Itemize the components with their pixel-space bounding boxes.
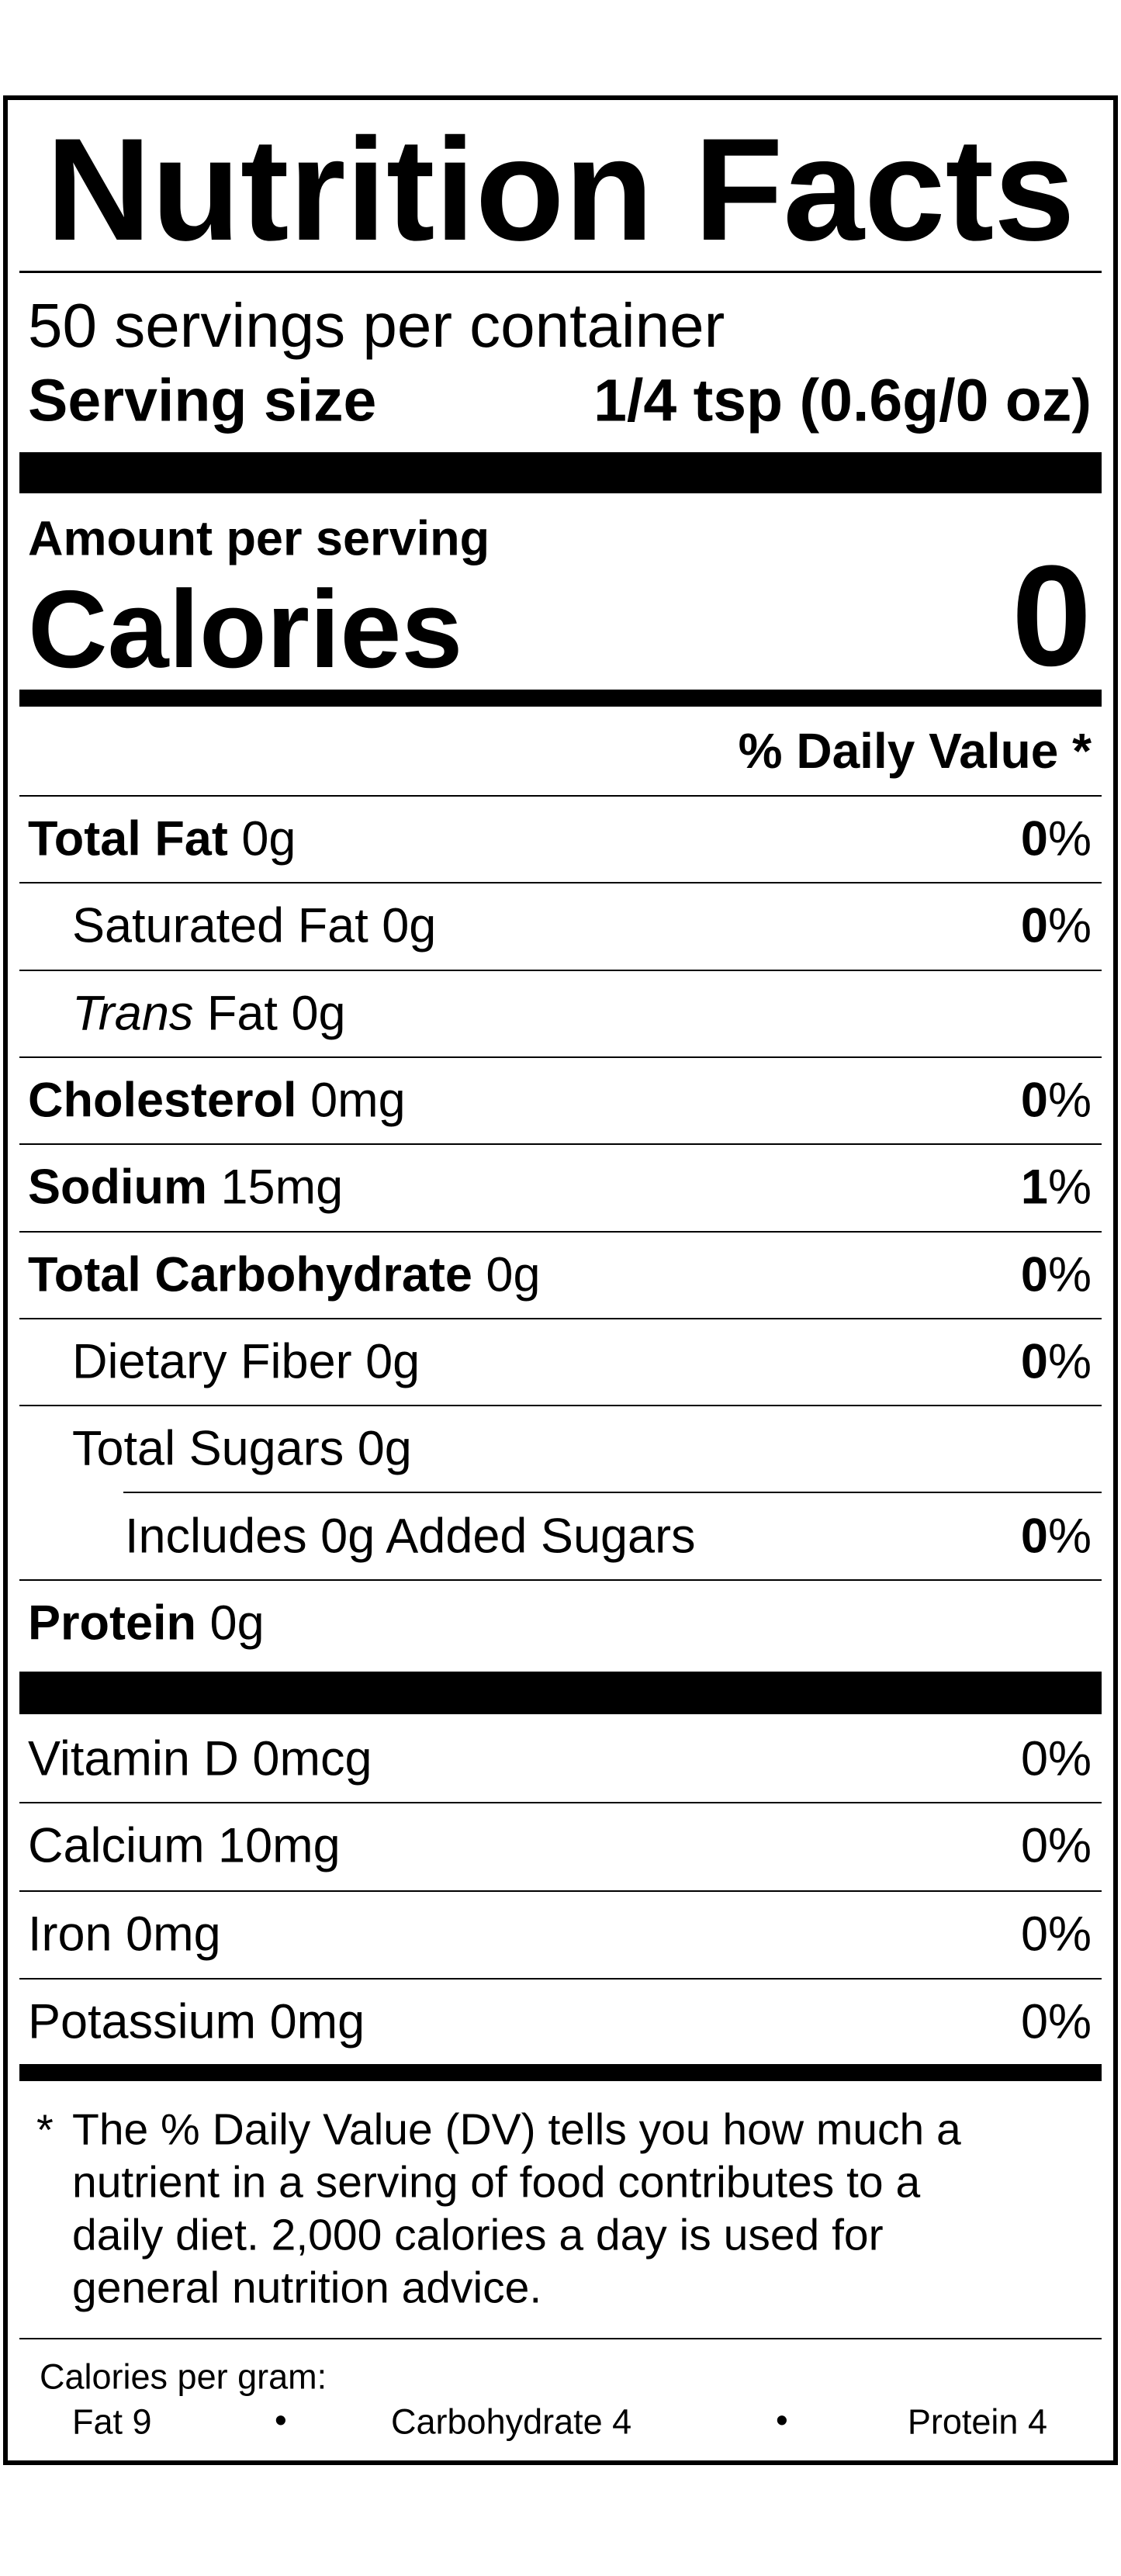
nutrient-row: Total Sugars 0g [72,1421,412,1476]
daily-value: 0% [1020,898,1092,953]
daily-value-number: 0 [1020,1334,1048,1389]
daily-value-number: 0 [1020,811,1048,866]
daily-value-unit: % [1047,1334,1092,1389]
daily-value: 0% [1020,811,1092,866]
medium-bar [19,690,1102,707]
nutrient-amount: 0g [486,1247,541,1302]
row-rule [19,1578,1102,1581]
calories-label: Calories [28,568,463,691]
nutrient-name: Total Carbohydrate [28,1247,472,1302]
vitamin-dv: 0% [1020,1907,1092,1962]
vitamin-name: Vitamin D 0mcg [28,1731,372,1786]
calories-per-gram-item: Fat 9 [72,2401,152,2442]
row-rule [123,1492,1102,1494]
nutrient-name-italic: Trans [72,986,194,1041]
separator: • [275,2400,287,2440]
vitamin-name: Potassium 0mg [28,1994,365,2049]
nutrient-amount: 0mg [310,1073,406,1128]
daily-value-unit: % [1047,1247,1092,1302]
daily-value-unit: % [1047,1160,1092,1215]
thin-rule [19,2338,1102,2339]
nutrient-name: Dietary Fiber [72,1334,352,1389]
thick-bar [19,1672,1102,1714]
nutrient-amount: 0g [357,1421,412,1476]
row-rule [19,1143,1102,1146]
nutrient-amount: 0g [209,1596,265,1651]
row-rule [19,1890,1102,1892]
footnote-line: general nutrition advice. [72,2263,542,2313]
footnote-line: nutrient in a serving of food contribute… [72,2157,921,2208]
nutrient-name: Total Sugars [72,1421,344,1476]
nutrition-label [3,95,1118,2465]
daily-value-unit: % [1047,811,1092,866]
nutrient-amount: 0g [365,1334,420,1389]
daily-value: 0% [1021,1337,1092,1386]
row-rule [19,1405,1102,1407]
calories-per-gram-label: Calories per gram: [40,2356,327,2397]
title: Nutrition Facts [46,108,1075,271]
nutrient-row: Total Fat 0g [28,811,296,866]
servings: 50 servings per container [28,291,725,360]
nutrient-amount: 0g [291,986,346,1041]
daily-value-unit: % [1047,898,1092,953]
thick-bar [19,452,1102,493]
nutrient-row: Includes 0g Added Sugars [125,1512,696,1561]
separator: • [776,2400,788,2440]
row-rule [19,1978,1102,1980]
daily-value: 0% [1021,1512,1092,1561]
amount-per-serving: Amount per serving [28,511,490,566]
nutrient-amount: 0g [382,898,437,953]
row-rule [19,1056,1102,1058]
footnote-line: The % Daily Value (DV) tells you how muc… [72,2104,961,2155]
nutrient-row: Trans Fat 0g [72,989,346,1038]
nutrient-name: Protein [28,1596,197,1651]
daily-value-header: % Daily Value * [738,723,1092,779]
nutrient-amount: 0g [241,811,296,866]
daily-value-number: 0 [1020,898,1048,953]
row-rule [19,1317,1102,1319]
nutrient-name: Total Fat [28,811,228,866]
nutrient-name: Cholesterol [28,1073,297,1128]
vitamin-dv: 0% [1020,1731,1092,1786]
vitamin-dv: 0% [1020,1818,1092,1873]
nutrient-row: Sodium 15mg [28,1163,343,1212]
vitamin-dv: 0% [1020,1994,1092,2049]
daily-value-number: 1 [1020,1160,1048,1215]
daily-value-number: 0 [1020,1247,1048,1302]
calories-value: 0 [1012,536,1092,697]
nutrient-row: Dietary Fiber 0g [72,1337,420,1386]
footnote-marker: * [36,2105,54,2154]
daily-value-unit: % [1047,1073,1092,1128]
daily-value-number: 0 [1020,1073,1048,1128]
daily-value: 0% [1020,1073,1092,1128]
daily-value-unit: % [1047,1509,1092,1564]
calories-per-gram-item: Protein 4 [907,2401,1047,2442]
row-rule [19,1230,1102,1233]
nutrient-name: Sodium [28,1160,207,1215]
row-rule [19,882,1102,884]
nutrient-name: Saturated Fat [72,898,368,953]
nutrient-amount: 15mg [220,1160,344,1215]
row-rule [19,1802,1102,1803]
nutrient-row: Saturated Fat 0g [72,898,437,953]
footnote-line: daily diet. 2,000 calories a day is used… [72,2210,884,2260]
row-rule [19,969,1102,971]
calories-per-gram-item: Carbohydrate 4 [391,2401,632,2442]
nutrient-row: Protein 0g [28,1599,265,1648]
daily-value-number: 0 [1020,1509,1048,1564]
medium-bar [19,2064,1102,2081]
vitamin-name: Iron 0mg [28,1907,221,1962]
nutrient-row: Cholesterol 0mg [28,1073,406,1128]
daily-value: 1% [1021,1163,1092,1212]
serving-size-value: 1/4 tsp (0.6g/0 oz) [593,367,1092,434]
thin-rule [19,271,1102,273]
daily-value: 0% [1021,1250,1092,1299]
nutrient-name: Includes 0g Added Sugars [125,1509,696,1564]
nutrient-row: Total Carbohydrate 0g [28,1250,541,1299]
serving-size-label: Serving size [28,367,377,434]
vitamin-name: Calcium 10mg [28,1818,341,1873]
nutrient-name: Fat [206,986,278,1041]
row-rule [19,795,1102,797]
